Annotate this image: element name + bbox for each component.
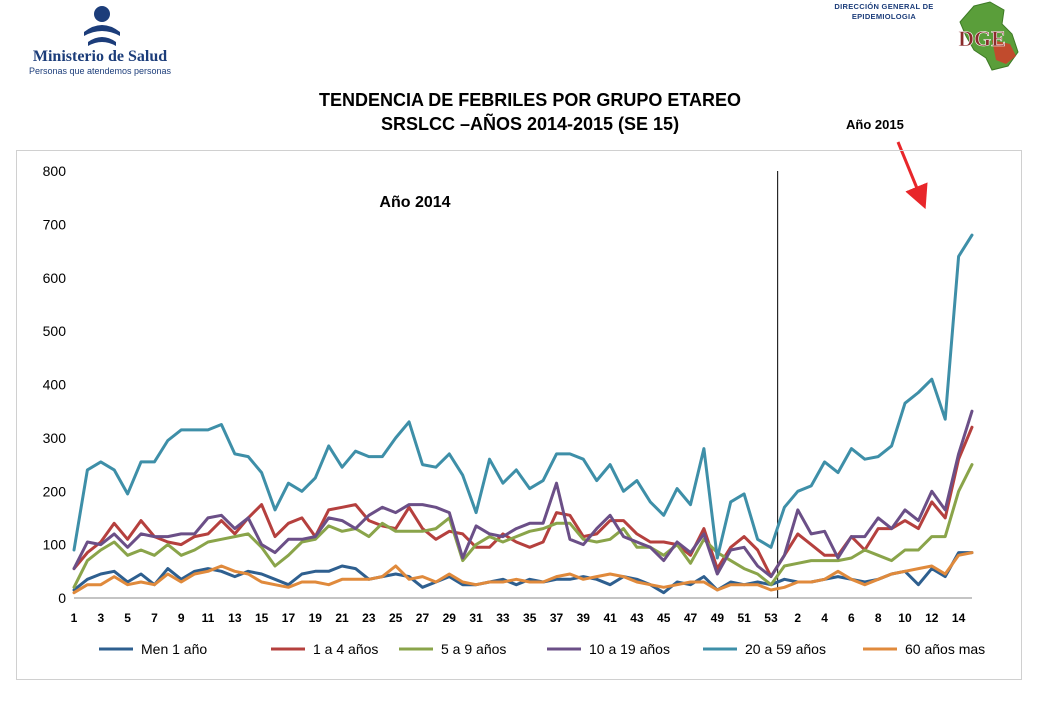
x-tick-label: 39 bbox=[577, 611, 591, 625]
y-tick-label: 500 bbox=[43, 323, 67, 339]
x-tick-label: 35 bbox=[523, 611, 537, 625]
x-tick-label: 25 bbox=[389, 611, 403, 625]
legend-label: 5 a 9 años bbox=[441, 641, 506, 657]
x-tick-label: 7 bbox=[151, 611, 158, 625]
chart-title-line1: TENDENCIA DE FEBRILES POR GRUPO ETAREO bbox=[318, 90, 742, 110]
legend-label: 20 a 59 años bbox=[745, 641, 826, 657]
series-line bbox=[72, 409, 974, 579]
x-tick-label: 5 bbox=[124, 611, 131, 625]
legend-label: 60 años mas bbox=[905, 641, 985, 657]
annotation-2015-label: Año 2015 bbox=[846, 117, 904, 132]
series-line bbox=[72, 425, 974, 579]
series-line bbox=[72, 233, 974, 560]
x-tick-label: 49 bbox=[711, 611, 725, 625]
y-tick-label: 100 bbox=[43, 537, 67, 553]
x-tick-label: 37 bbox=[550, 611, 564, 625]
x-tick-label: 4 bbox=[821, 611, 828, 625]
x-tick-label: 17 bbox=[282, 611, 296, 625]
y-tick-label: 600 bbox=[43, 270, 67, 286]
y-tick-label: 0 bbox=[58, 590, 66, 606]
x-tick-label: 21 bbox=[335, 611, 349, 625]
y-tick-label: 200 bbox=[43, 483, 67, 499]
x-tick-label: 23 bbox=[362, 611, 376, 625]
x-tick-label: 45 bbox=[657, 611, 671, 625]
series-line bbox=[72, 463, 974, 589]
annotation-2014-label: Año 2014 bbox=[379, 194, 450, 211]
x-tick-label: 3 bbox=[97, 611, 104, 625]
y-tick-label: 700 bbox=[43, 216, 67, 232]
x-tick-label: 33 bbox=[496, 611, 510, 625]
ministry-person-icon bbox=[84, 6, 120, 46]
x-tick-label: 53 bbox=[764, 611, 778, 625]
x-tick-label: 8 bbox=[875, 611, 882, 625]
dge-label: DIRECCIÓN GENERAL DE EPIDEMIOLOGIA bbox=[818, 2, 950, 22]
x-tick-label: 31 bbox=[469, 611, 483, 625]
x-tick-label: 12 bbox=[925, 611, 939, 625]
x-tick-label: 10 bbox=[898, 611, 912, 625]
y-tick-label: 400 bbox=[43, 377, 67, 393]
x-tick-label: 2 bbox=[794, 611, 801, 625]
ministry-logo: Ministerio de Salud Personas que atendem… bbox=[20, 4, 180, 76]
x-tick-label: 27 bbox=[416, 611, 430, 625]
x-tick-label: 29 bbox=[443, 611, 457, 625]
dge-label-line2: EPIDEMIOLOGIA bbox=[851, 12, 917, 21]
legend-label: 10 a 19 años bbox=[589, 641, 670, 657]
dge-label-line1: DIRECCIÓN GENERAL DE bbox=[834, 2, 934, 11]
x-tick-label: 11 bbox=[202, 611, 215, 625]
x-tick-label: 14 bbox=[952, 611, 966, 625]
dge-logo-text: DGE bbox=[958, 26, 1006, 51]
x-tick-label: 51 bbox=[737, 611, 751, 625]
y-tick-label: 300 bbox=[43, 430, 67, 446]
chart-title-line2: SRSLCC –AÑOS 2014-2015 (SE 15) bbox=[380, 114, 680, 134]
ministry-name: Ministerio de Salud bbox=[32, 48, 168, 65]
legend-label: Men 1 año bbox=[141, 641, 207, 657]
series-line bbox=[72, 551, 974, 595]
x-tick-label: 1 bbox=[71, 611, 78, 625]
x-tick-label: 47 bbox=[684, 611, 698, 625]
y-tick-label: 800 bbox=[43, 163, 67, 179]
ministry-slogan: Personas que atendemos personas bbox=[28, 66, 172, 76]
x-tick-label: 41 bbox=[603, 611, 617, 625]
chart-frame: 0 100 200 300 400 500 600 700 800 1 3 5 7 9 11 13 15 17 19… bbox=[16, 150, 1022, 680]
x-tick-label: 15 bbox=[255, 611, 269, 625]
legend-label: 1 a 4 años bbox=[313, 641, 378, 657]
x-tick-label: 13 bbox=[228, 611, 242, 625]
dge-logo: DGE bbox=[958, 1, 1019, 71]
x-tick-label: 9 bbox=[178, 611, 185, 625]
x-tick-label: 6 bbox=[848, 611, 855, 625]
x-tick-label: 19 bbox=[309, 611, 323, 625]
x-tick-label: 43 bbox=[630, 611, 644, 625]
